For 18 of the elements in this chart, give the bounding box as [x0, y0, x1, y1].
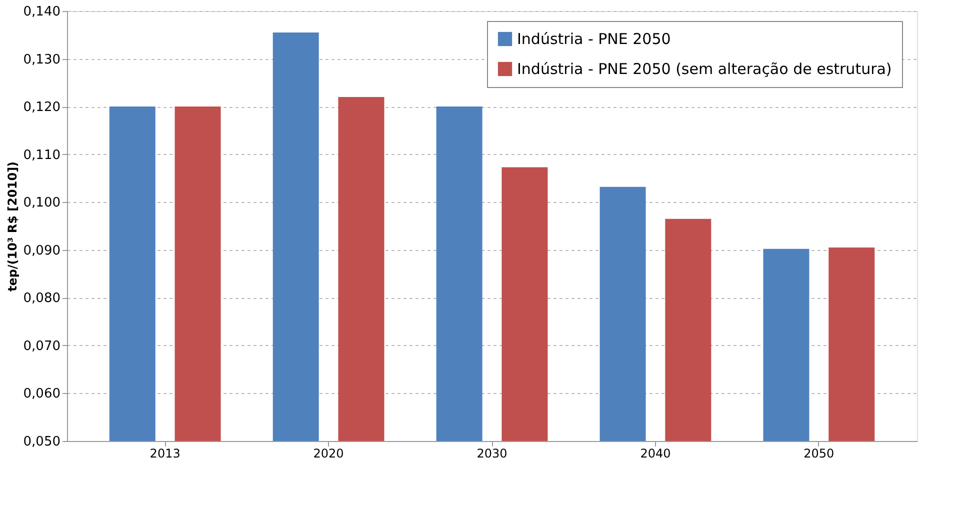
- legend-label: Indústria - PNE 2050: [517, 30, 671, 48]
- y-tick-label: 0,060: [23, 386, 60, 402]
- y-tick-label: 0,120: [23, 100, 60, 116]
- y-tick-label: 0,050: [23, 434, 60, 450]
- legend-label: Indústria - PNE 2050 (sem alteração de estrutura): [517, 60, 892, 78]
- x-tick-label: 2030: [476, 446, 508, 460]
- y-axis-title: tep/(10³ R$ [2010]): [5, 161, 20, 292]
- y-tick-label: 0,080: [23, 291, 60, 306]
- y-tick-label: 0,070: [23, 338, 60, 354]
- x-tick-label: 2040: [640, 446, 671, 460]
- x-tick-label: 2050: [804, 446, 834, 460]
- y-tick-label: 0,140: [23, 4, 60, 20]
- y-tick-label: 0,110: [23, 148, 60, 163]
- y-tick-label: 0,130: [23, 52, 60, 68]
- y-tick-label: 0,100: [23, 196, 60, 211]
- x-tick-label: 2013: [150, 446, 180, 460]
- x-tick-label: 2020: [313, 446, 344, 460]
- y-tick-label: 0,090: [23, 243, 60, 258]
